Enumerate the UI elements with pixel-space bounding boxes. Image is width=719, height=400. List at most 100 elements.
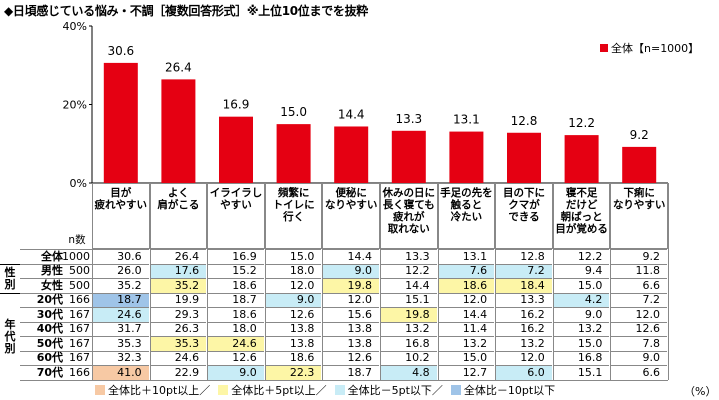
table-cell: 24.6	[93, 307, 149, 322]
legend-label: 全体【n=1000】	[611, 42, 700, 55]
bar	[449, 131, 484, 183]
highlight-label: 全体比＋5pt以上／	[231, 384, 327, 397]
table-cell: 9.0	[553, 307, 610, 322]
column-divider	[92, 183, 93, 380]
table-cell: 7.8	[611, 336, 667, 351]
table-cell: 35.2	[150, 278, 207, 293]
table-cell: 11.8	[611, 263, 667, 279]
table-cell: 15.6	[323, 307, 379, 322]
table-cell: 7.2	[496, 263, 552, 278]
column-header: 目の下に クマが できる	[495, 183, 553, 249]
table-cell: 16.8	[553, 350, 610, 366]
data-label: 13.1	[453, 113, 480, 127]
data-label: 26.4	[165, 60, 192, 74]
group-label: 年 代 別	[0, 292, 20, 380]
highlight-swatch	[334, 385, 345, 395]
bar	[219, 116, 253, 183]
table-cell: 12.6	[208, 350, 264, 366]
row-n: 1000	[62, 249, 92, 263]
column-header: 目が 疲れやすい	[92, 183, 150, 249]
table-cell: 6.6	[611, 278, 667, 293]
table-cell: 19.8	[323, 278, 379, 293]
column-divider	[668, 183, 669, 380]
table-cell: 18.7	[93, 292, 149, 307]
highlight-legend-item: 全体比－5pt以下／	[334, 382, 443, 398]
data-label: 12.8	[511, 114, 538, 128]
data-label: 13.3	[395, 112, 422, 126]
table-cell: 12.6	[323, 350, 379, 366]
table-cell: 18.7	[323, 365, 379, 380]
table-cell: 12.2	[553, 249, 610, 264]
table-cell: 11.4	[438, 321, 495, 337]
row-label: 女性	[20, 278, 66, 293]
table-cell: 4.8	[381, 365, 437, 380]
row-n: 167	[66, 321, 92, 337]
table-cell: 18.6	[208, 307, 264, 322]
column-divider	[264, 183, 266, 380]
group-label: 性 別	[0, 263, 20, 293]
table-cell: 9.0	[611, 350, 667, 366]
bar	[507, 132, 541, 183]
column-header: イライラし やすい	[207, 183, 265, 249]
bar	[103, 62, 138, 183]
table-cell: 19.8	[381, 307, 437, 322]
row-n: 167	[66, 350, 92, 366]
table-cell: 12.0	[438, 292, 495, 308]
highlight-legend-item: 全体比－10pt以下	[450, 382, 556, 398]
row-n: 166	[66, 365, 92, 380]
row-label: 全体	[20, 249, 66, 264]
column-divider	[207, 183, 209, 380]
column-divider	[437, 183, 439, 380]
table-cell: 15.0	[265, 249, 322, 264]
column-header: よく 肩がこる	[149, 183, 208, 249]
data-label: 16.9	[223, 98, 250, 112]
table-cell: 13.8	[265, 321, 322, 337]
table-cell: 19.9	[150, 292, 207, 308]
row-n: 500	[66, 263, 92, 279]
table-cell: 7.6	[438, 263, 495, 278]
table-cell: 13.2	[553, 321, 610, 337]
column-header: 休みの日に 長く寝ても 疲れが 取れない	[380, 183, 438, 249]
highlight-legend-item: 全体比＋10pt以上／	[95, 382, 210, 398]
bar	[391, 130, 426, 183]
highlight-legend: 全体比＋10pt以上／ 全体比＋5pt以上／ 全体比－5pt以下／ 全体比－10pt以…	[95, 382, 555, 398]
row-label: 50代	[20, 336, 66, 351]
table-cell: 13.3	[496, 292, 552, 308]
bar	[276, 124, 311, 183]
table-cell: 18.7	[208, 292, 264, 308]
highlight-swatch	[218, 385, 229, 395]
table-cell: 13.2	[496, 336, 552, 351]
data-label: 15.0	[280, 105, 307, 119]
highlight-label: 全体比－10pt以下	[463, 384, 556, 397]
data-label: 12.2	[568, 116, 595, 130]
table-cell: 6.0	[496, 365, 552, 380]
bar	[161, 79, 196, 183]
table-cell: 15.0	[553, 336, 610, 351]
row-n: 167	[66, 336, 92, 351]
column-divider	[495, 183, 497, 380]
table-cell: 13.8	[265, 336, 322, 351]
table-cell: 6.6	[611, 365, 667, 380]
table-cell: 24.6	[208, 336, 264, 351]
table-cell: 14.4	[323, 249, 379, 264]
table-cell: 31.7	[93, 321, 149, 337]
table-cell: 17.6	[150, 263, 207, 278]
table-cell: 13.2	[381, 321, 437, 337]
table-cell: 18.0	[208, 321, 264, 337]
table-cell: 15.2	[208, 263, 264, 279]
table-cell: 14.4	[438, 307, 495, 322]
table-cell: 13.1	[438, 249, 495, 264]
highlight-swatch	[450, 385, 461, 395]
bar	[622, 146, 657, 183]
legend-swatch	[600, 44, 608, 52]
column-header: 頻繁に トイレに 行く	[264, 183, 323, 249]
bar	[564, 135, 599, 183]
y-tick-label: 0%	[70, 177, 87, 190]
column-divider	[322, 183, 324, 380]
table-cell: 9.0	[208, 365, 264, 380]
highlight-swatch	[95, 385, 105, 395]
table-cell: 18.0	[265, 263, 322, 279]
table-cell: 18.4	[496, 278, 552, 293]
table-cell: 35.3	[93, 336, 149, 351]
row-label: 70代	[20, 365, 66, 380]
